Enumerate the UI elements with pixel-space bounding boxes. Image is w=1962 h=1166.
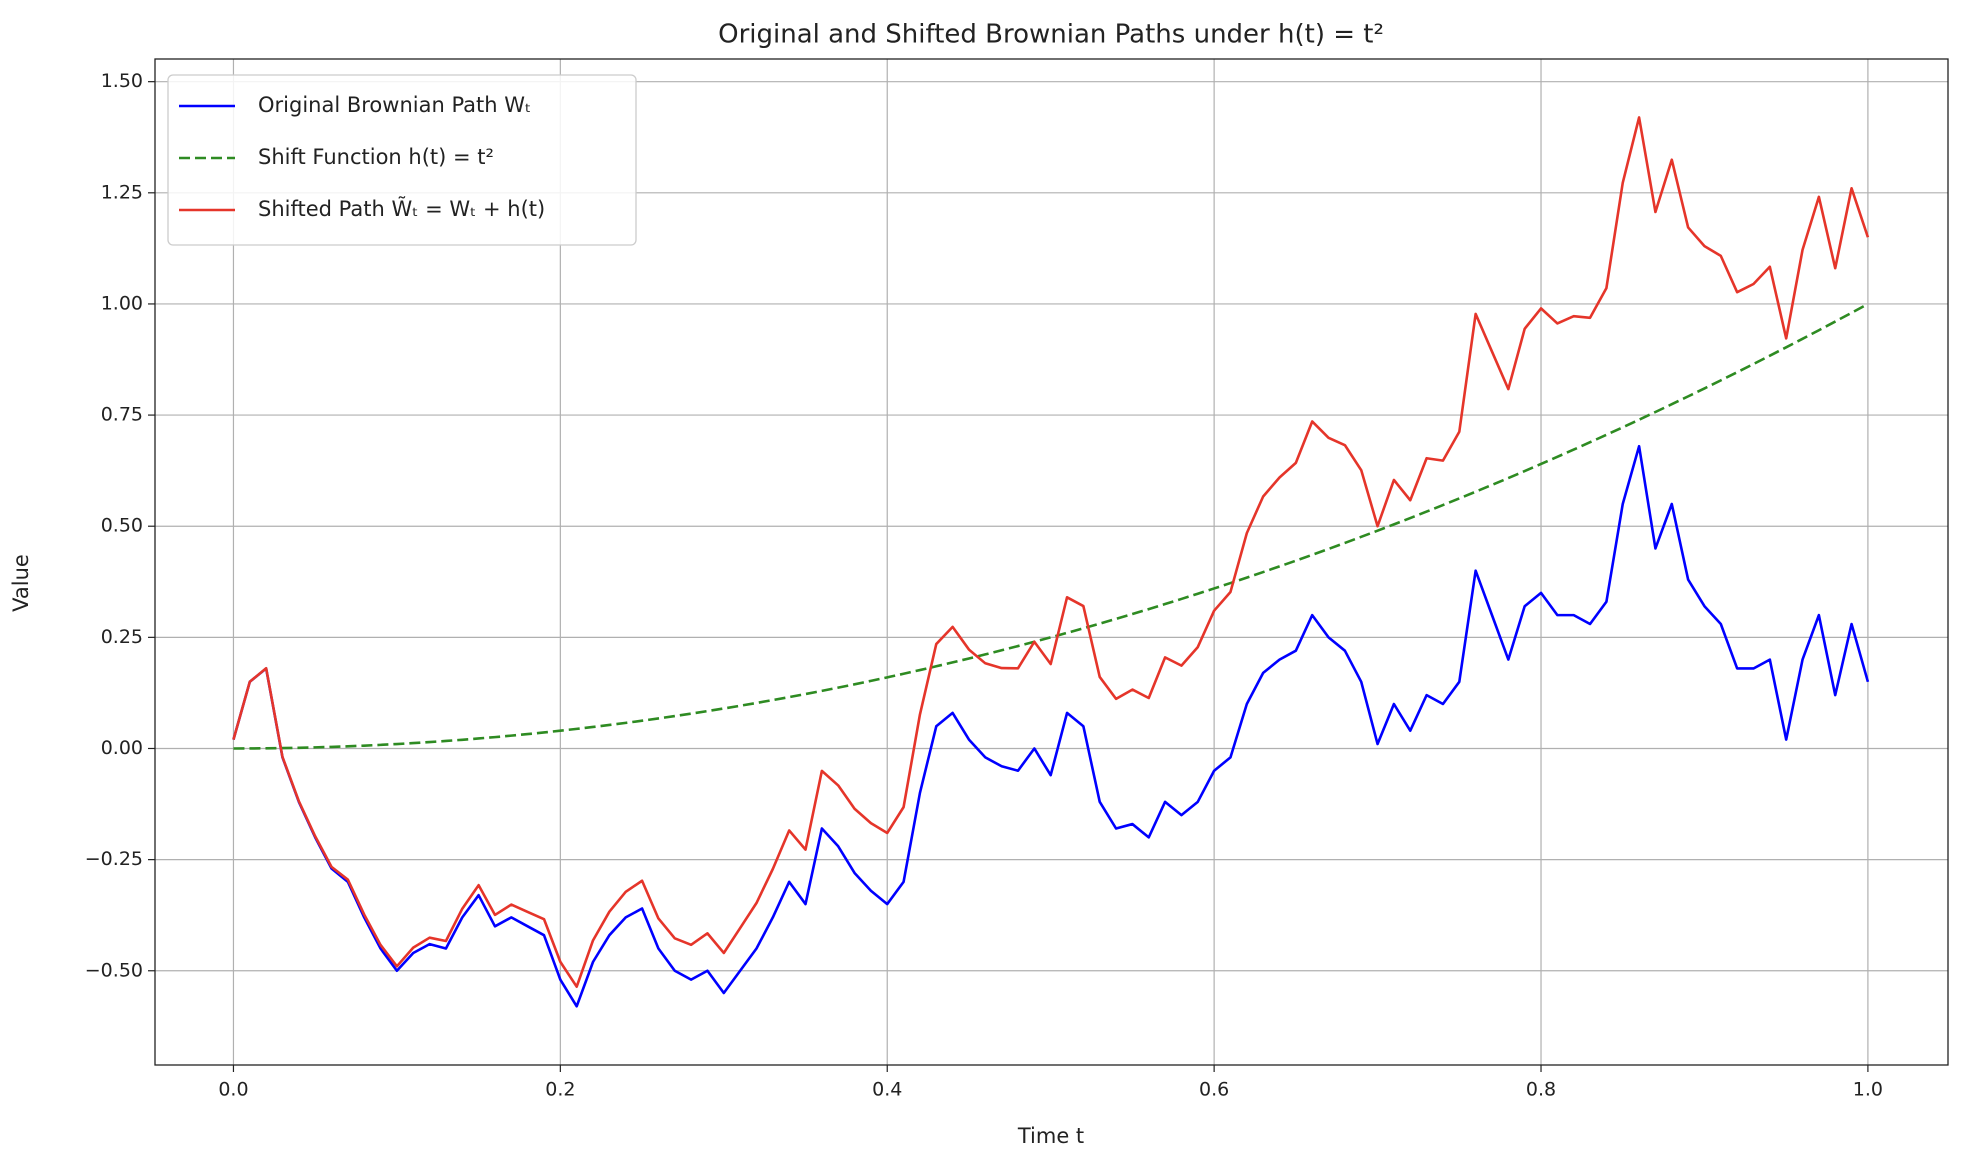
ticks: 0.0 0.2 0.4 0.6 0.8 1.0 −0.50 −0.25 0.00 0.25 0.50… bbox=[85, 70, 1883, 1100]
x-tick-label: 0.4 bbox=[872, 1079, 902, 1101]
y-tick-label: −0.50 bbox=[85, 959, 143, 981]
y-tick-label: 0.00 bbox=[101, 737, 143, 759]
legend-label: Shifted Path W̃ₜ = Wₜ + h(t) bbox=[258, 196, 545, 221]
series-line bbox=[233, 302, 1869, 750]
axes-frame bbox=[154, 58, 1949, 1066]
legend-box bbox=[167, 74, 637, 246]
y-tick-label: 0.75 bbox=[101, 404, 143, 426]
legend-label: Original Brownian Path Wₜ bbox=[258, 93, 531, 117]
x-tick-label: 0.2 bbox=[545, 1079, 575, 1101]
x-tick-label: 0.8 bbox=[1526, 1079, 1556, 1101]
x-tick-label: 0.6 bbox=[1199, 1079, 1229, 1101]
y-axis-label: Value bbox=[9, 554, 33, 612]
y-tick-label: −0.25 bbox=[85, 848, 143, 870]
series-line bbox=[232, 444, 1870, 1008]
y-tick-label: 1.25 bbox=[101, 181, 143, 203]
x-axis-label: Time t bbox=[1017, 1124, 1084, 1148]
x-tick-label: 0.0 bbox=[218, 1079, 248, 1101]
legend-label: Shift Function h(t) = t² bbox=[258, 145, 494, 169]
series-line bbox=[232, 116, 1870, 989]
chart-title: Original and Shifted Brownian Paths unde… bbox=[718, 20, 1384, 50]
y-tick-label: 1.00 bbox=[101, 292, 143, 314]
grid bbox=[155, 59, 1948, 1065]
y-tick-label: 1.50 bbox=[101, 70, 143, 92]
plot-area bbox=[232, 116, 1870, 1008]
y-tick-label: 0.50 bbox=[101, 515, 143, 537]
x-tick-label: 1.0 bbox=[1853, 1079, 1883, 1101]
y-tick-label: 0.25 bbox=[101, 626, 143, 648]
legend: Original Brownian Path Wₜ Shift Function … bbox=[167, 74, 637, 246]
